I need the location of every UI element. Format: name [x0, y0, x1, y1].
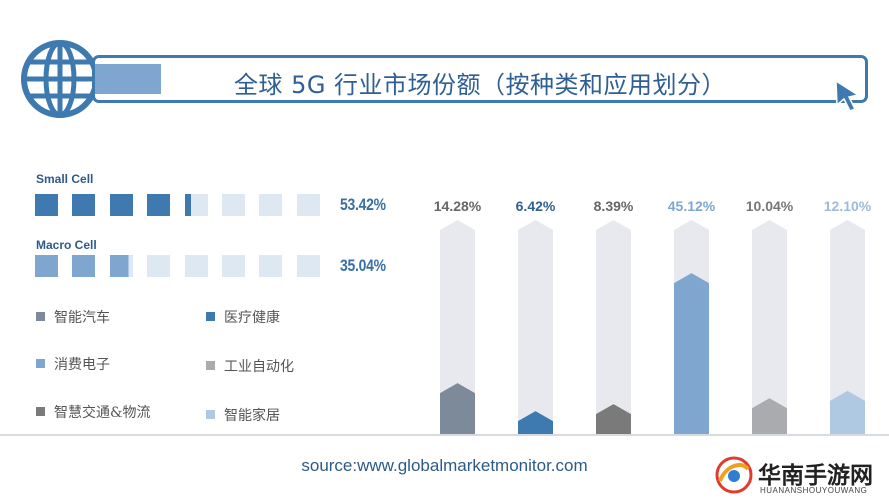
small-cell-label: Small Cell — [36, 172, 94, 186]
watermark-subtitle: HUANANSHOUYOUWANG — [760, 486, 868, 495]
globe-icon — [21, 40, 99, 118]
header: 全球 5G 行业市场份额（按种类和应用划分） — [0, 0, 889, 130]
legend-swatch — [36, 312, 45, 321]
bar — [440, 383, 475, 434]
cell-square — [222, 194, 245, 216]
legend-label: 智能家居 — [224, 408, 280, 424]
source-text: source:www.globalmarketmonitor.com — [301, 456, 588, 475]
bar-value-label: 8.39% — [594, 198, 634, 214]
legend-swatch — [206, 410, 215, 419]
page-title: 全球 5G 行业市场份额（按种类和应用划分） — [233, 71, 727, 99]
cell-square — [109, 255, 133, 277]
cell-square — [184, 255, 208, 277]
bar-value-label: 10.04% — [746, 198, 794, 214]
bar — [596, 404, 631, 434]
small-cell-percent: 53.42% — [340, 195, 386, 214]
bar-track — [830, 220, 865, 434]
cell-square — [72, 194, 96, 216]
cell-square — [109, 194, 133, 216]
title-box: 全球 5G 行业市场份额（按种类和应用划分） — [92, 55, 868, 103]
legend-swatch — [206, 312, 215, 321]
legend-swatch — [206, 361, 215, 370]
bar-track — [440, 220, 475, 434]
bar — [752, 398, 787, 434]
cell-square — [259, 194, 283, 216]
watermark-title: 华南手游网 — [758, 463, 873, 489]
cell-square — [147, 255, 171, 277]
bar-track — [518, 220, 553, 434]
cell-square — [147, 194, 171, 216]
legend-swatch — [36, 407, 45, 416]
title-accent — [95, 64, 161, 94]
macro-cell-percent: 35.04% — [340, 256, 386, 275]
bar — [830, 390, 865, 434]
bar — [518, 411, 553, 434]
cell-square — [35, 194, 58, 216]
cell-square — [72, 255, 96, 277]
legend-label: 智能汽车 — [54, 310, 110, 326]
cell-square — [184, 194, 208, 216]
bar-value-label: 45.12% — [668, 198, 716, 214]
bar-track — [752, 220, 787, 434]
bar — [674, 273, 709, 434]
cell-square — [296, 255, 320, 277]
legend-label: 智慧交通&物流 — [54, 405, 151, 421]
bar-chart: 14.28% 6.42% 8.39% 45.12% 10.04% 12.10% — [434, 198, 872, 434]
baseline-divider — [0, 434, 889, 436]
cell-square — [259, 255, 283, 277]
macro-cell-label: Macro Cell — [36, 238, 97, 252]
cell-square — [35, 255, 58, 277]
legend-label: 工业自动化 — [224, 359, 294, 375]
legend-label: 医疗健康 — [224, 310, 280, 326]
cell-square — [296, 194, 320, 216]
bar-value-label: 6.42% — [516, 198, 556, 214]
bar-value-label: 14.28% — [434, 198, 482, 214]
cell-square — [222, 255, 245, 277]
bar-value-label: 12.10% — [824, 198, 872, 214]
cursor-icon — [835, 79, 860, 112]
bar-track — [596, 220, 631, 434]
legend-swatch — [36, 359, 45, 368]
watermark-logo-icon — [715, 456, 753, 494]
legend-label: 消费电子 — [54, 357, 110, 373]
